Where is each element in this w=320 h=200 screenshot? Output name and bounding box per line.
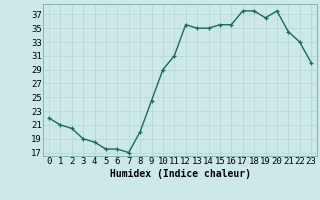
X-axis label: Humidex (Indice chaleur): Humidex (Indice chaleur) bbox=[109, 169, 251, 179]
